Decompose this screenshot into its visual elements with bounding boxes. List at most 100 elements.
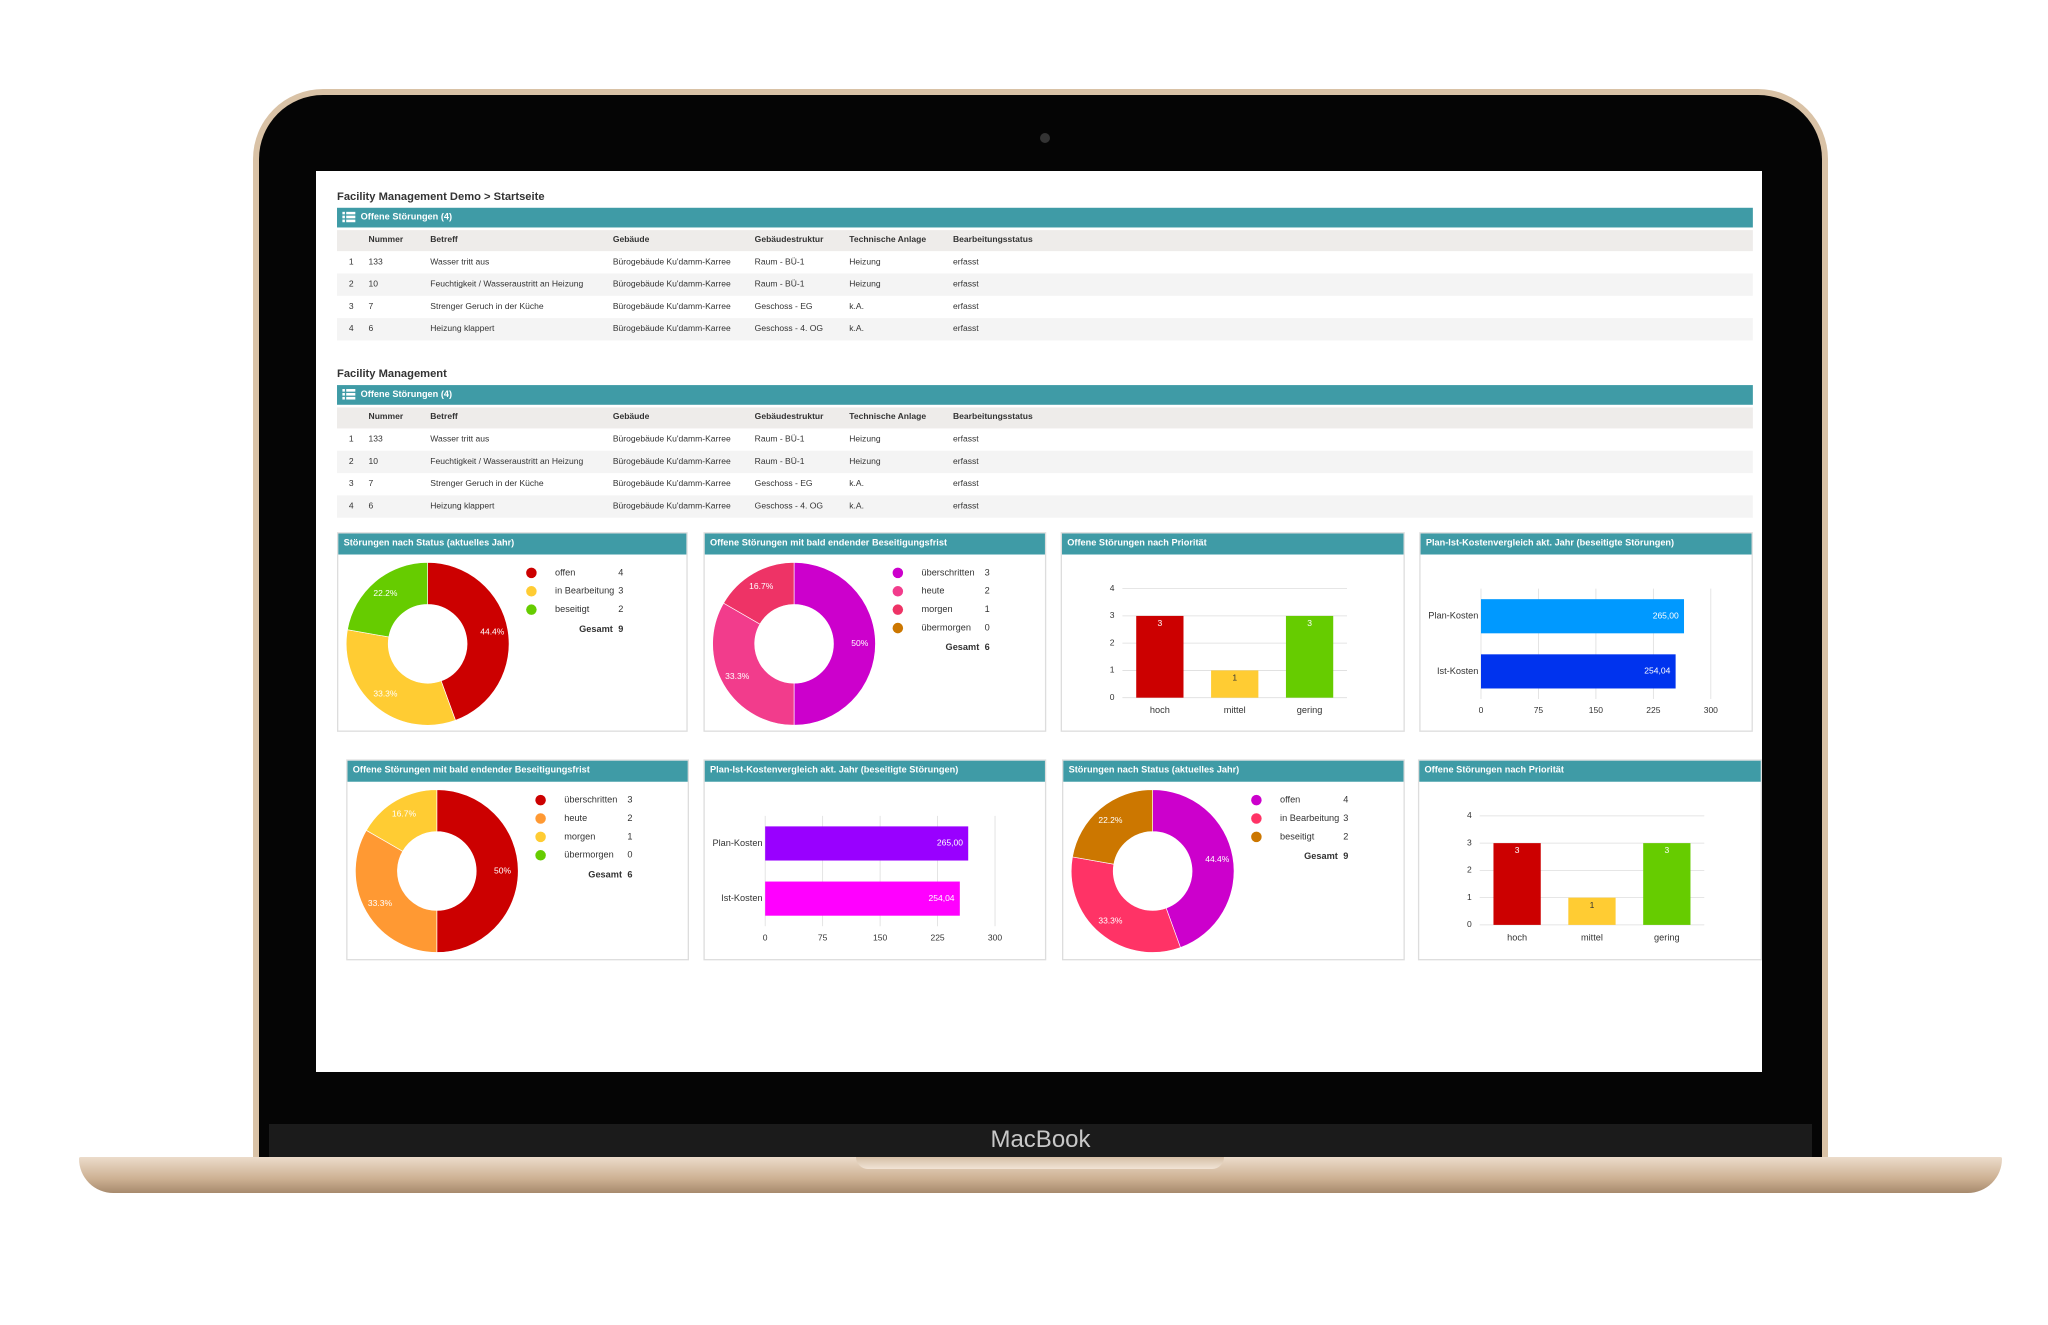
slice-label: 22.2% bbox=[1098, 815, 1123, 825]
legend-label: in Bearbeitung bbox=[555, 586, 614, 596]
x-tick-label: gering bbox=[1297, 705, 1323, 715]
column-header: Bearbeitungsstatus bbox=[952, 235, 1033, 245]
widget: Plan-Ist-Kostenvergleich akt. Jahr (bese… bbox=[703, 759, 1047, 961]
widget-title: Offene Störungen mit bald endender Besei… bbox=[347, 760, 688, 782]
table-cell: 10 bbox=[368, 457, 379, 467]
widget-chart: 50% überschritten 3 33.3% heute 2 16.7% morgen 1… bbox=[712, 562, 990, 726]
legend-swatch bbox=[526, 586, 537, 597]
icon-dot bbox=[342, 396, 345, 400]
widget: Offene Störungen nach Priorität 0 1 2 3 4 3 hoc… bbox=[1417, 759, 1762, 961]
table-cell: 133 bbox=[368, 434, 383, 445]
bar-value-label: 3 bbox=[1307, 618, 1312, 628]
table-cell: Strenger Geruch in der Küche bbox=[430, 302, 544, 312]
legend-swatch bbox=[1251, 813, 1262, 824]
table-row: 3 7 Strenger Geruch in der Küche Bürogebäud… bbox=[337, 473, 1753, 495]
widget-chart: 0 1 2 3 4 3 hoch 1 mittel 3 gering bbox=[1110, 583, 1348, 715]
y-tick-label: 1 bbox=[1467, 892, 1472, 902]
table-cell: k.A. bbox=[849, 302, 864, 312]
bar-value-label: 3 bbox=[1515, 845, 1520, 855]
column-header: Nummer bbox=[368, 235, 404, 245]
slice-label: 33.3% bbox=[368, 898, 393, 908]
legend-swatch bbox=[892, 604, 904, 615]
table-cell: Feuchtigkeit / Wasseraustritt an Heizung bbox=[430, 280, 584, 290]
legend-value: 2 bbox=[618, 604, 623, 614]
bar bbox=[1136, 615, 1184, 698]
legend-swatch bbox=[535, 850, 546, 861]
legend-label: beseitigt bbox=[1280, 831, 1315, 841]
table-cell: Bürogebäude Ku'damm-Karree bbox=[612, 501, 731, 512]
legend-label: morgen bbox=[564, 831, 595, 841]
column-header: Gebäude bbox=[612, 412, 650, 422]
table-cell: Bürogebäude Ku'damm-Karree bbox=[612, 434, 731, 445]
widget-chart: 50% überschritten 3 33.3% heute 2 16.7% morgen 1… bbox=[355, 789, 633, 953]
legend-value: 2 bbox=[985, 586, 990, 596]
column-header: Technische Anlage bbox=[849, 412, 927, 422]
table-cell: Heizung klappert bbox=[430, 501, 495, 512]
widget-chart: 0 75 150 225 300 265,00 Plan-Kosten 254,04 Ist-K… bbox=[712, 815, 1002, 942]
legend-swatch bbox=[535, 831, 546, 843]
donut-slice bbox=[1070, 856, 1181, 953]
table-row: 3 7 Strenger Geruch in der Küche Bürogebäud… bbox=[337, 296, 1753, 318]
table-row: 2 10 Feuchtigkeit / Wasseraustritt an Heiz… bbox=[337, 273, 1753, 296]
table-cell: Bürogebäude Ku'damm-Karree bbox=[612, 280, 731, 290]
table-cell: 7 bbox=[368, 302, 374, 312]
legend-label: in Bearbeitung bbox=[1280, 813, 1339, 823]
table-cell: 6 bbox=[368, 324, 374, 334]
table-cell: Geschoss - 4. OG bbox=[754, 324, 824, 334]
table-cell: Geschoss - EG bbox=[754, 479, 813, 489]
icon-line bbox=[346, 211, 356, 215]
y-tick-label: 3 bbox=[1110, 610, 1115, 620]
table-cell: Strenger Geruch in der Küche bbox=[430, 479, 544, 489]
donut-slice bbox=[1072, 789, 1153, 865]
bar-value-label: 265,00 bbox=[937, 838, 963, 848]
donut-slice bbox=[355, 829, 438, 953]
icon-dot bbox=[342, 215, 345, 219]
table-cell: k.A. bbox=[849, 479, 864, 489]
panel-header: Offene Störungen (4) bbox=[337, 385, 1753, 405]
widget-chart: 44.4% offen 4 33.3% in Bearbeitung 3 22.2% bese… bbox=[345, 562, 623, 726]
slice-label: 33.3% bbox=[1098, 916, 1123, 926]
donut-slice bbox=[365, 789, 438, 852]
slice-label: 16.7% bbox=[749, 581, 774, 591]
total-label: Gesamt bbox=[946, 642, 980, 652]
device-label: MacBook bbox=[990, 1126, 1091, 1153]
legend-label: heute bbox=[921, 586, 944, 596]
slice-label: 33.3% bbox=[725, 671, 750, 681]
table-cell: Heizung bbox=[849, 457, 881, 467]
icon-dot bbox=[342, 389, 345, 392]
table-cell: Heizung bbox=[849, 257, 881, 267]
table-cell: 3 bbox=[348, 479, 354, 489]
legend-label: offen bbox=[1280, 795, 1300, 805]
legend-value: 4 bbox=[1343, 795, 1348, 805]
total-label: Gesamt bbox=[588, 869, 622, 879]
table-section: Facility Management Offene Störungen (4) N… bbox=[337, 365, 1753, 518]
column-header: Betreff bbox=[430, 235, 458, 245]
table-cell: Bürogebäude Ku'damm-Karree bbox=[612, 479, 731, 489]
donut-slice bbox=[793, 562, 876, 726]
table-cell: erfasst bbox=[952, 257, 979, 267]
column-header: Bearbeitungsstatus bbox=[952, 412, 1033, 422]
screen: Facility Management Demo > Startseite Off… bbox=[316, 171, 1762, 1072]
y-tick-label: 2 bbox=[1467, 865, 1472, 875]
legend-swatch bbox=[892, 567, 904, 579]
legend-value: 1 bbox=[985, 604, 990, 614]
y-tick-label: Ist-Kosten bbox=[1437, 666, 1478, 676]
table-row: 2 10 Feuchtigkeit / Wasseraustritt an Heiz… bbox=[337, 450, 1753, 474]
x-tick-label: 75 bbox=[1534, 705, 1544, 715]
slice-label: 44.4% bbox=[1205, 854, 1230, 864]
x-tick-label: 300 bbox=[988, 932, 1002, 942]
legend-value: 0 bbox=[627, 850, 632, 860]
widget-title: Störungen nach Status (aktuelles Jahr) bbox=[338, 533, 687, 555]
legend-value: 2 bbox=[627, 813, 632, 823]
y-tick-label: 2 bbox=[1110, 637, 1115, 647]
legend-value: 3 bbox=[618, 586, 623, 596]
column-header: Gebäudestruktur bbox=[754, 235, 824, 245]
icon-dot bbox=[342, 219, 345, 223]
icon-line bbox=[346, 215, 356, 219]
table-cell: Raum - BÜ-1 bbox=[754, 457, 805, 467]
slice-label: 50% bbox=[494, 865, 511, 875]
legend-swatch bbox=[526, 604, 537, 615]
donut-slice bbox=[345, 629, 456, 726]
table-cell: Raum - BÜ-1 bbox=[754, 280, 805, 290]
column-header: Gebäude bbox=[612, 235, 650, 245]
